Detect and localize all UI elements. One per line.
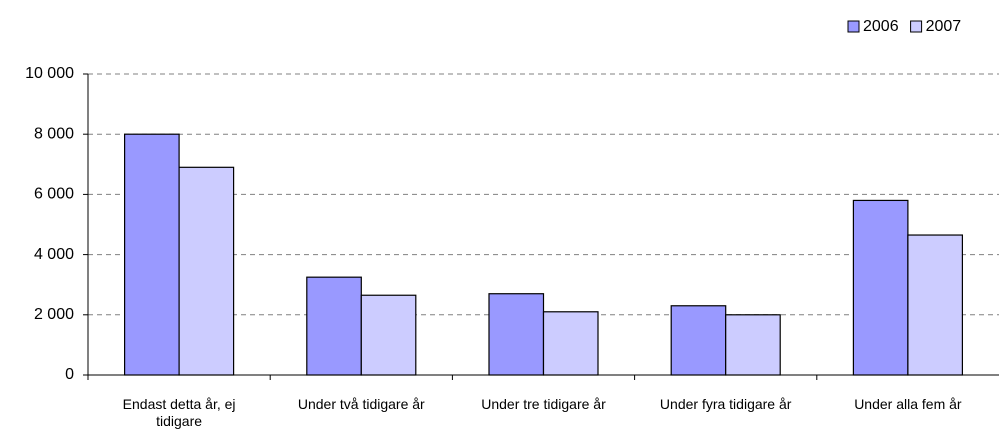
- y-tick-label: 6 000: [34, 186, 74, 203]
- bar: [907, 234, 964, 376]
- bar: [670, 305, 727, 376]
- x-tick-label: Under alla fem år: [854, 396, 962, 412]
- bar: [306, 276, 362, 376]
- bar: [488, 293, 545, 376]
- legend-swatch: [910, 20, 923, 33]
- x-tick-label: Endast detta år, ej tidigare: [122, 396, 236, 429]
- y-tick-label: 0: [65, 366, 74, 383]
- y-tick-label: 2 000: [34, 306, 74, 323]
- bar: [725, 314, 781, 376]
- x-tick-label: Under fyra tidigare år: [659, 396, 792, 412]
- legend-swatch: [847, 20, 860, 33]
- bar: [852, 199, 909, 376]
- y-tick-label: 10 000: [25, 65, 74, 82]
- y-tick-label: 4 000: [34, 246, 74, 263]
- bar: [123, 133, 180, 376]
- legend-label: 2007: [926, 18, 962, 35]
- bar: [542, 311, 599, 376]
- x-tick-label: Under två tidigare år: [297, 396, 425, 412]
- bar: [360, 294, 417, 376]
- legend-label: 2006: [863, 18, 899, 35]
- bar: [178, 166, 235, 376]
- x-tick-label: Under tre tidigare år: [481, 396, 606, 412]
- y-tick-label: 8 000: [34, 125, 74, 142]
